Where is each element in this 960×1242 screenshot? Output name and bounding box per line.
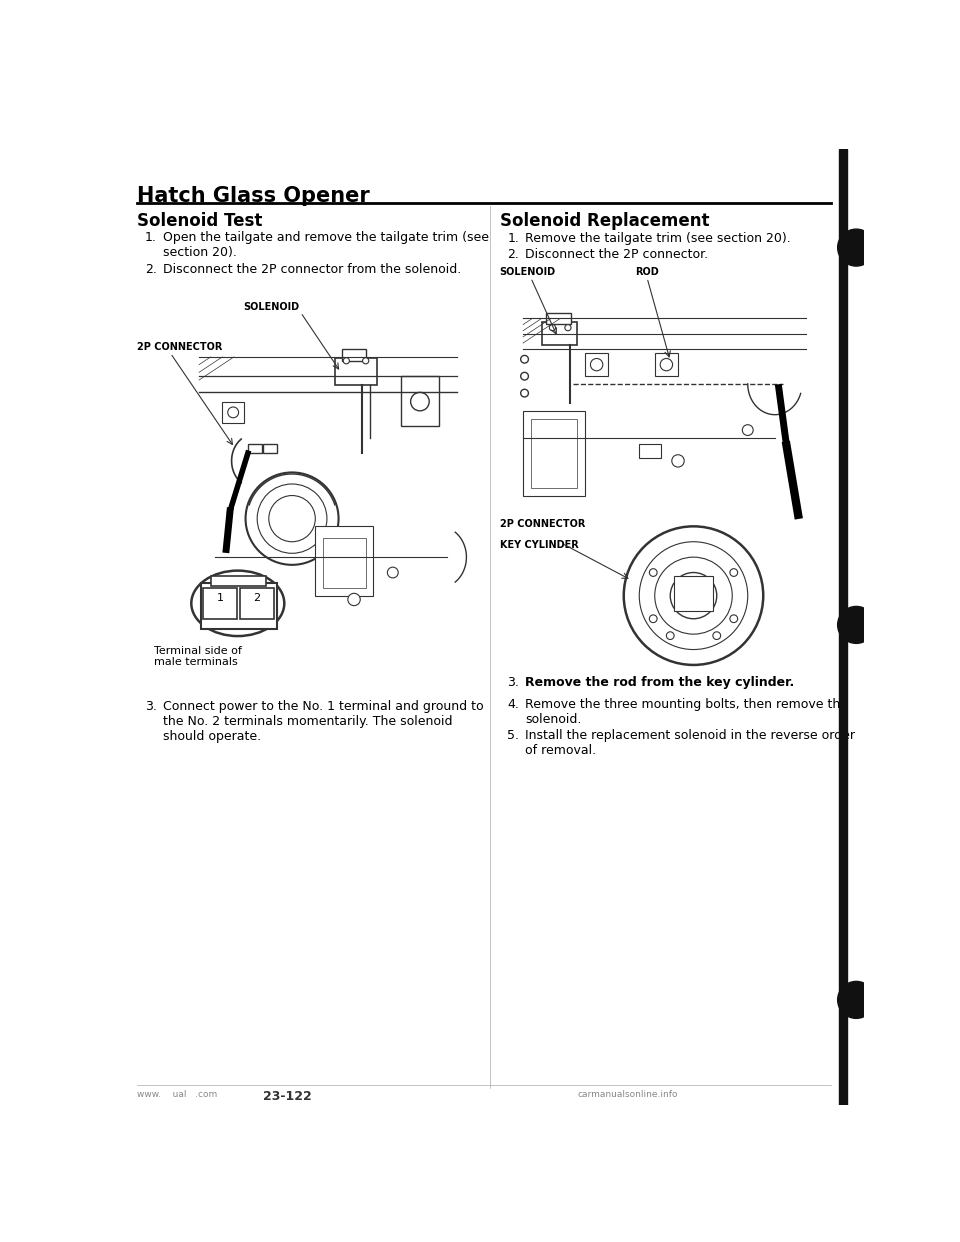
Text: SOLENOID: SOLENOID <box>243 302 300 312</box>
Circle shape <box>411 392 429 411</box>
Bar <box>500 276 822 514</box>
Circle shape <box>670 573 717 619</box>
Bar <box>240 587 275 619</box>
Circle shape <box>257 484 327 553</box>
Text: KEY CYLINDER: KEY CYLINDER <box>500 540 579 550</box>
Text: 23-122: 23-122 <box>263 1090 312 1103</box>
Circle shape <box>672 455 684 467</box>
Circle shape <box>649 569 657 576</box>
Circle shape <box>590 359 603 371</box>
Circle shape <box>246 472 339 565</box>
Text: 3.: 3. <box>145 699 156 713</box>
Circle shape <box>649 615 657 622</box>
Bar <box>655 353 678 376</box>
Circle shape <box>624 527 763 664</box>
Text: Terminal side of
male terminals: Terminal side of male terminals <box>155 646 242 667</box>
Circle shape <box>269 496 315 542</box>
Bar <box>639 443 660 458</box>
Text: Install the replacement solenoid in the reverse order
of removal.: Install the replacement solenoid in the … <box>525 729 855 756</box>
Bar <box>343 349 366 360</box>
Bar <box>542 322 577 345</box>
Bar <box>335 359 377 385</box>
Text: Open the tailgate and remove the tailgate trim (see
section 20).: Open the tailgate and remove the tailgat… <box>162 231 489 258</box>
Circle shape <box>730 569 737 576</box>
Circle shape <box>838 981 875 1018</box>
Text: 5.: 5. <box>508 729 519 741</box>
Text: www.    ual   .com: www. ual .com <box>137 1090 217 1099</box>
Text: Solenoid Test: Solenoid Test <box>137 212 262 230</box>
Circle shape <box>742 425 754 436</box>
Bar <box>585 353 609 376</box>
Bar <box>315 527 373 596</box>
Circle shape <box>348 594 360 606</box>
Circle shape <box>520 355 528 363</box>
Text: 1: 1 <box>216 592 224 602</box>
Circle shape <box>564 324 571 330</box>
Bar <box>263 443 276 453</box>
Circle shape <box>344 358 349 364</box>
Circle shape <box>713 632 721 640</box>
Circle shape <box>666 632 674 640</box>
Text: Disconnect the 2P connector.: Disconnect the 2P connector. <box>525 247 708 261</box>
Bar <box>546 313 571 324</box>
Bar <box>531 419 577 488</box>
Text: 2.: 2. <box>145 263 156 276</box>
Bar <box>324 538 366 587</box>
Bar <box>223 401 244 424</box>
Text: 2P CONNECTOR: 2P CONNECTOR <box>137 342 223 351</box>
Circle shape <box>520 373 528 380</box>
Bar <box>674 576 713 611</box>
Text: 1.: 1. <box>145 231 156 243</box>
Circle shape <box>520 389 528 397</box>
Text: ROD: ROD <box>636 267 660 277</box>
Bar <box>523 411 585 496</box>
Text: 2.: 2. <box>508 247 519 261</box>
Circle shape <box>639 542 748 650</box>
Circle shape <box>228 407 239 417</box>
Text: 2: 2 <box>253 592 261 602</box>
Text: Hatch Glass Opener: Hatch Glass Opener <box>137 186 370 206</box>
Circle shape <box>838 229 875 266</box>
Text: Remove the tailgate trim (see section 20).: Remove the tailgate trim (see section 20… <box>525 232 791 245</box>
Text: Connect power to the No. 1 terminal and ground to
the No. 2 terminals momentaril: Connect power to the No. 1 terminal and … <box>162 699 483 743</box>
Bar <box>839 149 847 1105</box>
Circle shape <box>388 568 398 578</box>
Circle shape <box>730 615 737 622</box>
Text: 2P CONNECTOR: 2P CONNECTOR <box>500 519 586 529</box>
Circle shape <box>655 558 732 635</box>
Text: SOLENOID: SOLENOID <box>500 267 556 277</box>
Circle shape <box>838 606 875 643</box>
Bar <box>210 576 267 586</box>
Bar <box>203 587 237 619</box>
Text: Disconnect the 2P connector from the solenoid.: Disconnect the 2P connector from the sol… <box>162 263 461 276</box>
Circle shape <box>363 358 369 364</box>
Circle shape <box>549 324 556 330</box>
Bar <box>248 443 262 453</box>
Bar <box>201 582 276 628</box>
Text: Remove the three mounting bolts, then remove the
solenoid.: Remove the three mounting bolts, then re… <box>525 698 849 727</box>
Ellipse shape <box>191 570 284 636</box>
Text: 4.: 4. <box>508 698 519 712</box>
Circle shape <box>660 359 673 371</box>
Bar <box>400 376 440 426</box>
Text: carmanualsonline.info: carmanualsonline.info <box>577 1090 678 1099</box>
Text: Solenoid Replacement: Solenoid Replacement <box>500 212 709 230</box>
Text: Remove the rod from the key cylinder.: Remove the rod from the key cylinder. <box>525 677 795 689</box>
Text: 3.: 3. <box>508 677 519 689</box>
Bar <box>137 310 472 642</box>
Text: 1.: 1. <box>508 232 519 245</box>
